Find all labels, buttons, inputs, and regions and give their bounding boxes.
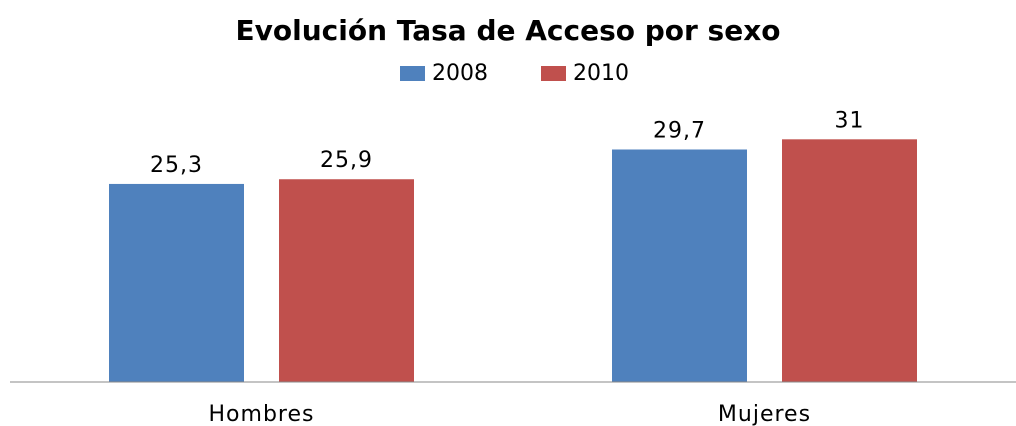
bar bbox=[279, 179, 414, 382]
legend-swatch bbox=[541, 66, 566, 81]
data-label: 31 bbox=[835, 108, 865, 133]
legend-swatch bbox=[400, 66, 425, 81]
bar bbox=[782, 139, 917, 382]
data-label: 29,7 bbox=[653, 118, 706, 143]
bar bbox=[109, 183, 244, 382]
data-label: 25,9 bbox=[320, 148, 373, 173]
x-tick-label: Hombres bbox=[209, 402, 315, 426]
bar bbox=[612, 149, 747, 382]
x-tick-label: Mujeres bbox=[718, 402, 811, 426]
legend-label: 2008 bbox=[432, 61, 488, 86]
chart-title: Evolución Tasa de Acceso por sexo bbox=[235, 14, 780, 47]
data-label: 25,3 bbox=[150, 153, 203, 178]
legend-label: 2010 bbox=[573, 61, 629, 86]
